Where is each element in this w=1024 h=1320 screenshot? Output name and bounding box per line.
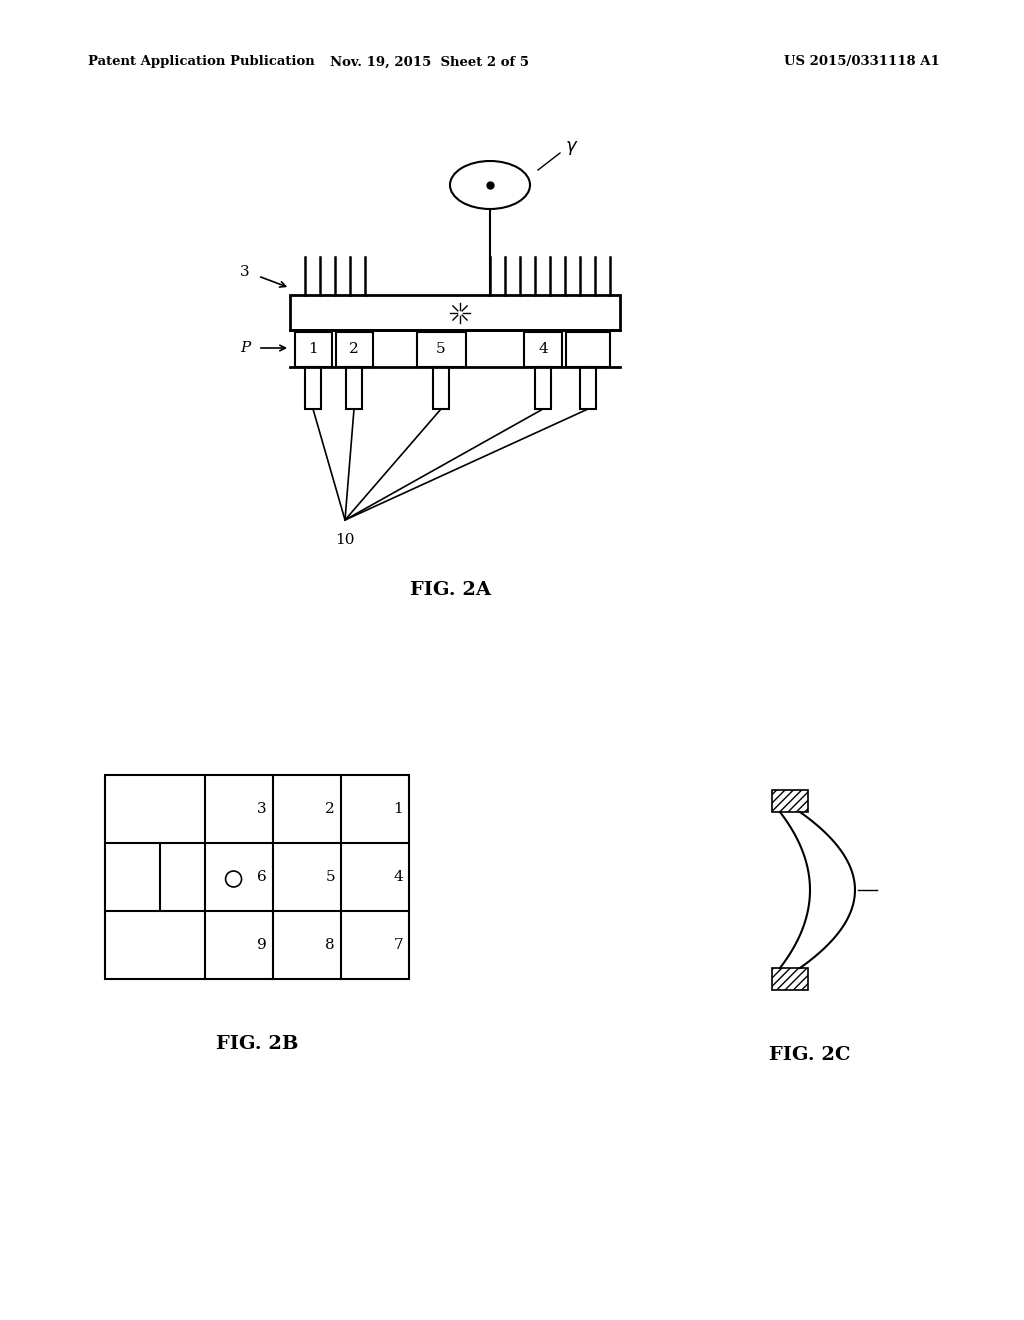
Bar <box>772 789 808 812</box>
Text: Nov. 19, 2015  Sheet 2 of 5: Nov. 19, 2015 Sheet 2 of 5 <box>331 55 529 69</box>
Text: 7: 7 <box>393 939 403 952</box>
Text: P: P <box>240 341 250 355</box>
Text: 5: 5 <box>326 870 335 884</box>
Text: US 2015/0331118 A1: US 2015/0331118 A1 <box>784 55 940 69</box>
Bar <box>580 367 596 409</box>
Text: 4: 4 <box>539 342 548 356</box>
Bar <box>290 294 620 330</box>
Text: 4: 4 <box>393 870 403 884</box>
Text: $\gamma$: $\gamma$ <box>565 139 579 157</box>
Text: 1: 1 <box>308 342 317 356</box>
Bar <box>772 968 808 990</box>
Text: FIG. 2B: FIG. 2B <box>216 1035 298 1053</box>
Text: 5: 5 <box>436 342 445 356</box>
Text: Patent Application Publication: Patent Application Publication <box>88 55 314 69</box>
Bar <box>346 367 362 409</box>
Text: FIG. 2C: FIG. 2C <box>769 1045 851 1064</box>
Bar <box>433 367 449 409</box>
Text: 3: 3 <box>241 265 250 279</box>
Bar <box>105 775 409 979</box>
Text: 3: 3 <box>257 803 267 816</box>
Text: 2: 2 <box>349 342 358 356</box>
Bar <box>305 367 321 409</box>
Bar <box>417 333 466 367</box>
Bar <box>524 333 562 367</box>
Bar <box>295 333 332 367</box>
Bar <box>336 333 373 367</box>
Bar <box>566 333 610 367</box>
Text: 6: 6 <box>257 870 267 884</box>
Text: 10: 10 <box>335 533 354 546</box>
Bar <box>535 367 551 409</box>
Text: 1: 1 <box>393 803 403 816</box>
Text: FIG. 2A: FIG. 2A <box>410 581 490 599</box>
Text: 2: 2 <box>326 803 335 816</box>
Text: 9: 9 <box>257 939 267 952</box>
Text: 8: 8 <box>326 939 335 952</box>
